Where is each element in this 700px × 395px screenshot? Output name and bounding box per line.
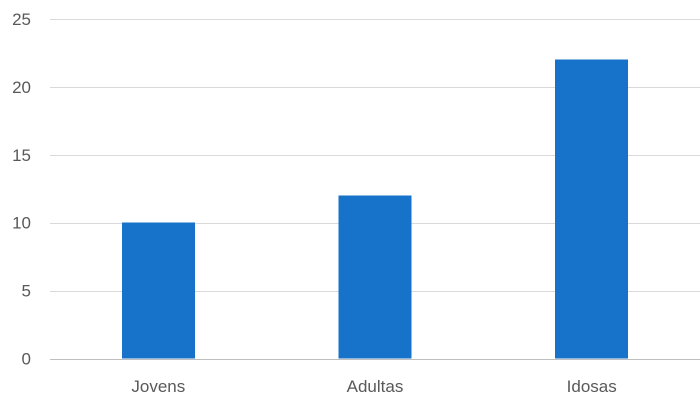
y-tick-label-15: 15 [12, 146, 31, 165]
y-tick-label-10: 10 [12, 214, 31, 233]
x-axis-tick-labels: Jovens Adultas Idosas [131, 377, 616, 395]
y-tick-label-0: 0 [22, 350, 31, 369]
bars [121, 59, 629, 359]
y-axis-tick-labels: 0 5 10 15 20 25 [12, 10, 31, 369]
x-tick-label-jovens: Jovens [131, 377, 185, 395]
bar-jovens [121, 222, 195, 359]
x-tick-label-adultas: Adultas [347, 377, 404, 395]
y-tick-label-25: 25 [12, 10, 31, 29]
bar-adultas [338, 195, 412, 359]
y-tick-label-20: 20 [12, 78, 31, 97]
bar-idosas [555, 59, 629, 359]
y-tick-label-5: 5 [22, 282, 31, 301]
x-tick-label-idosas: Idosas [567, 377, 617, 395]
